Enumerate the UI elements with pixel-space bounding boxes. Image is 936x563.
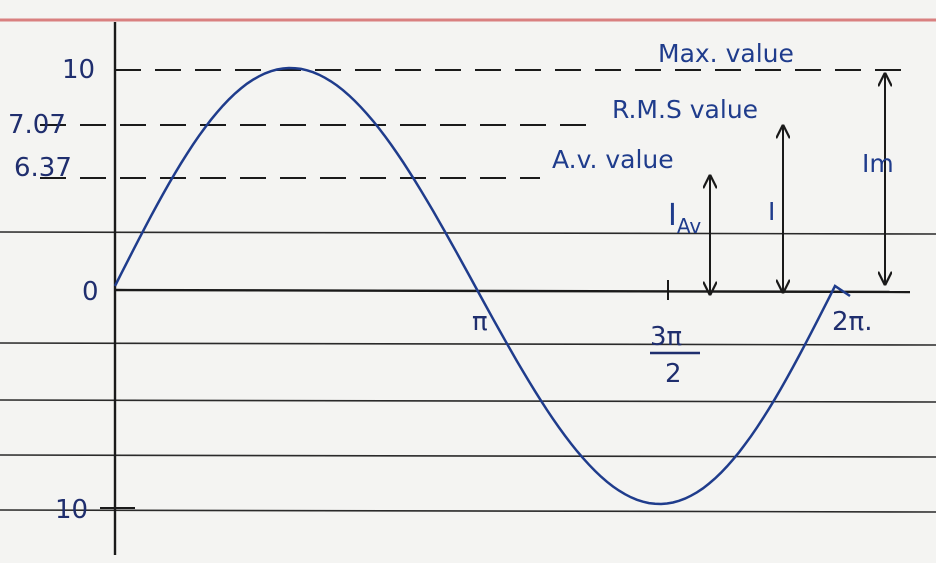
im-annotation: Im xyxy=(862,149,894,178)
y-label: 6.37 xyxy=(14,153,72,183)
iav-sub: Av xyxy=(677,214,702,238)
diagram: 10 7.07 6.37 0 10 π 3π 2 2π. Max. value … xyxy=(0,0,936,563)
x-label-numerator: 3π xyxy=(650,322,682,352)
rms-annotation: R.M.S value xyxy=(612,95,758,124)
paper xyxy=(0,0,936,563)
x-label-denominator: 2 xyxy=(665,359,682,389)
y-label: 7.07 xyxy=(8,110,66,140)
max-annotation: Max. value xyxy=(658,39,794,68)
x-label: 2π. xyxy=(832,307,872,337)
y-label: 10 xyxy=(55,495,88,525)
y-label: 10 xyxy=(62,55,95,85)
y-label: 0 xyxy=(82,277,99,307)
iav-main: I xyxy=(668,198,677,233)
avg-annotation: A.v. value xyxy=(552,145,674,174)
x-label: π xyxy=(472,307,488,337)
i-annotation: I xyxy=(768,197,775,226)
